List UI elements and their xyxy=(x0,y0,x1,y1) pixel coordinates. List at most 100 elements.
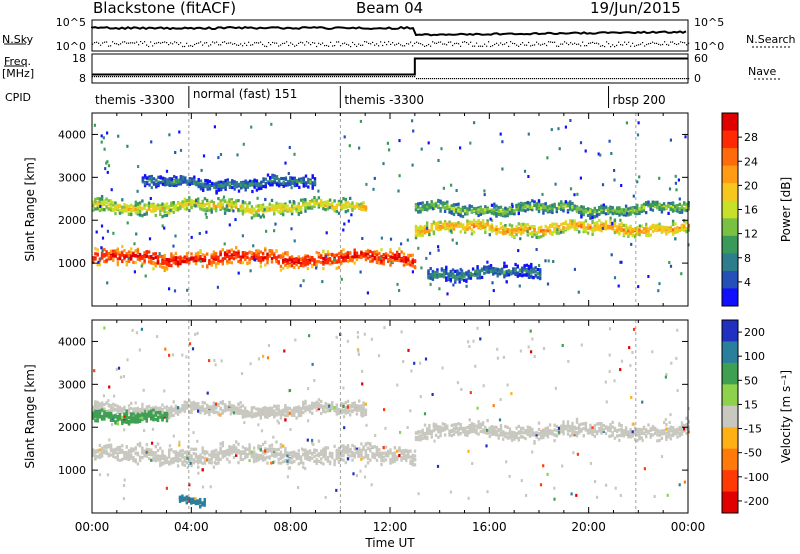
heatmap-cell xyxy=(499,230,503,234)
heatmap-cell xyxy=(517,226,520,230)
nsearch-point xyxy=(432,41,434,43)
colorbar-tick-label: 28 xyxy=(744,131,758,144)
nave-point xyxy=(498,78,500,80)
nave-point xyxy=(184,76,186,78)
nsearch-point xyxy=(512,42,514,44)
nsearch-point xyxy=(632,42,634,44)
heatmap-cell xyxy=(388,148,391,152)
nave-point xyxy=(94,76,96,78)
heatmap-cell xyxy=(595,209,599,213)
heatmap-cell xyxy=(244,452,247,456)
heatmap-cell xyxy=(337,211,341,215)
nsearch-point xyxy=(204,42,206,44)
heatmap-cell xyxy=(645,233,648,237)
heatmap-cell xyxy=(342,203,345,207)
heatmap-cell xyxy=(203,461,207,465)
heatmap-cell xyxy=(466,221,469,225)
heatmap-cell xyxy=(613,220,617,224)
heatmap-cell xyxy=(217,259,220,263)
heatmap-cell xyxy=(537,207,541,212)
heatmap-cell xyxy=(477,208,480,212)
heatmap-cell xyxy=(498,269,502,273)
heatmap-cell xyxy=(138,256,142,260)
heatmap-cell xyxy=(540,225,543,229)
heatmap-cell xyxy=(440,274,444,278)
heatmap-cell xyxy=(273,174,276,178)
heatmap-cell xyxy=(210,260,213,264)
heatmap-cell xyxy=(484,227,487,231)
heatmap-cell xyxy=(235,203,238,207)
heatmap-cell xyxy=(190,457,193,461)
nave-point xyxy=(508,78,510,80)
heatmap-cell xyxy=(148,176,151,180)
heatmap-cell xyxy=(398,255,401,259)
heatmap-cell xyxy=(168,287,171,291)
heatmap-cell xyxy=(165,258,169,262)
heatmap-cell xyxy=(168,450,171,454)
heatmap-cell xyxy=(515,233,518,237)
heatmap-cell xyxy=(591,209,594,213)
nave-point xyxy=(584,78,586,80)
nave-point xyxy=(348,76,350,78)
heatmap-cell xyxy=(573,219,576,223)
heatmap-cell xyxy=(217,459,220,463)
nsearch-point xyxy=(396,43,398,45)
heatmap-cell xyxy=(669,138,672,142)
heatmap-cell xyxy=(98,443,102,447)
heatmap-cell xyxy=(223,199,227,203)
heatmap-cell xyxy=(344,252,347,256)
heatmap-cell xyxy=(132,254,135,258)
heatmap-cell xyxy=(342,253,345,257)
heatmap-cell xyxy=(595,225,599,229)
heatmap-cell xyxy=(313,177,317,181)
heatmap-cell xyxy=(302,200,305,204)
heatmap-cell xyxy=(658,205,661,209)
heatmap-cell xyxy=(206,187,209,191)
heatmap-cell xyxy=(248,208,251,212)
heatmap-cell xyxy=(425,256,428,260)
nsearch-point xyxy=(270,44,272,46)
heatmap-cell xyxy=(510,228,514,232)
heatmap-cell xyxy=(579,141,583,145)
heatmap-cell xyxy=(275,454,278,458)
heatmap-cell xyxy=(168,455,171,459)
nsearch-point xyxy=(528,41,530,44)
nsearch-point xyxy=(290,42,292,44)
heatmap-cell xyxy=(533,229,536,233)
heatmap-cell xyxy=(554,182,557,186)
heatmap-cell xyxy=(459,146,462,150)
heatmap-cell xyxy=(290,454,294,458)
heatmap-cell xyxy=(125,206,128,210)
heatmap-cell xyxy=(290,456,294,460)
heatmap-cell xyxy=(248,250,251,254)
heatmap-cell xyxy=(217,156,220,160)
heatmap-cell xyxy=(165,202,169,206)
nave-point xyxy=(136,76,138,78)
heatmap-cell xyxy=(299,205,303,210)
heatmap-cell xyxy=(179,257,182,261)
heatmap-cell xyxy=(94,252,97,256)
heatmap-cell xyxy=(123,206,126,210)
nsearch-point xyxy=(98,42,100,44)
heatmap-cell xyxy=(282,204,285,209)
heatmap-cell xyxy=(273,212,276,216)
nsearch-point xyxy=(514,43,516,45)
heatmap-cell xyxy=(313,181,317,185)
nave-point xyxy=(192,76,194,78)
nave-point xyxy=(278,76,280,78)
heatmap-cell xyxy=(564,204,567,208)
heatmap-cell xyxy=(295,179,299,183)
heatmap-cell xyxy=(290,209,294,213)
heatmap-cell xyxy=(625,211,629,215)
heatmap-cell xyxy=(228,184,232,189)
heatmap-cell xyxy=(262,179,265,183)
nsearch-point xyxy=(110,45,112,47)
heatmap-cell xyxy=(190,180,194,184)
heatmap-cell xyxy=(518,284,521,288)
heatmap-cell xyxy=(121,444,124,448)
heatmap-cell xyxy=(467,269,470,273)
heatmap-cell xyxy=(461,214,465,219)
heatmap-cell xyxy=(508,232,512,236)
heatmap-cell xyxy=(470,220,474,224)
heatmap-cell xyxy=(616,211,619,215)
